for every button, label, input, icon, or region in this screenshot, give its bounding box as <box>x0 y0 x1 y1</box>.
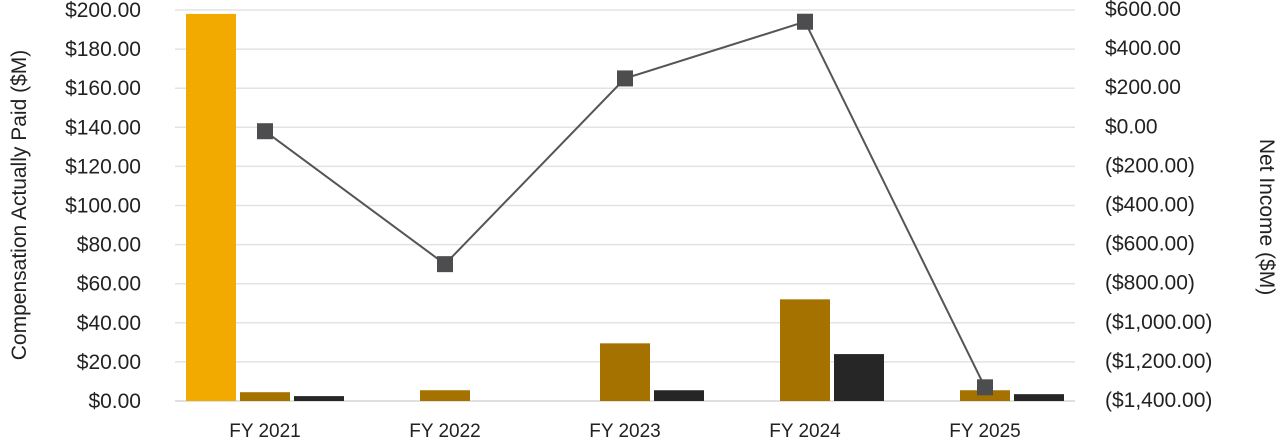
right-tick-label: $200.00 <box>1105 76 1181 99</box>
right-tick-label: ($1,000.00) <box>1105 311 1212 334</box>
left-axis-title: Compensation Actually Paid ($M) <box>8 50 31 360</box>
line-marker <box>977 379 993 396</box>
bar <box>780 299 830 401</box>
net-income-line <box>257 13 993 396</box>
right-tick-label: ($1,400.00) <box>1105 389 1212 412</box>
right-tick-label: ($1,200.00) <box>1105 350 1212 373</box>
left-tick-label: $120.00 <box>65 155 141 178</box>
left-tick-label: $200.00 <box>65 0 141 22</box>
x-tick-label: FY 2024 <box>769 421 841 440</box>
right-tick-label: ($400.00) <box>1105 194 1195 217</box>
right-axis-title: Net Income ($M) <box>1255 139 1278 295</box>
line-marker <box>617 70 633 87</box>
left-tick-label: $60.00 <box>77 273 141 296</box>
bar <box>186 13 236 401</box>
x-tick-label: FY 2021 <box>229 421 300 440</box>
right-tick-label: $400.00 <box>1105 37 1181 60</box>
bar <box>600 343 650 401</box>
right-tick-label: ($600.00) <box>1105 233 1195 256</box>
bar <box>240 392 290 401</box>
bars <box>186 13 1064 401</box>
x-axis-ticks: FY 2021 FY 2022 FY 2023 FY 2024 FY 2025 <box>229 421 1020 440</box>
left-tick-label: $140.00 <box>65 116 141 139</box>
left-tick-label: $0.00 <box>88 390 141 413</box>
left-tick-label: $100.00 <box>65 195 141 218</box>
left-axis-ticks: $0.00 $20.00 $40.00 $60.00 $80.00 $100.00 $120… <box>65 0 141 413</box>
bar <box>294 396 344 401</box>
right-tick-label: $0.00 <box>1105 115 1158 138</box>
x-tick-label: FY 2022 <box>409 421 480 440</box>
bar <box>960 390 1010 401</box>
line-marker <box>437 256 453 273</box>
left-tick-label: $80.00 <box>77 234 141 257</box>
line-marker <box>257 123 273 140</box>
gridlines <box>175 9 1075 402</box>
left-tick-label: $160.00 <box>65 77 141 100</box>
right-tick-label: ($800.00) <box>1105 272 1195 295</box>
bar <box>1014 394 1064 401</box>
bar <box>834 354 884 401</box>
left-tick-label: $180.00 <box>65 38 141 61</box>
right-axis-ticks: ($1,400.00) ($1,200.00) ($1,000.00) ($800.0… <box>1105 0 1212 412</box>
right-tick-label: ($200.00) <box>1105 154 1195 177</box>
bar <box>654 390 704 401</box>
left-tick-label: $40.00 <box>77 312 141 335</box>
x-tick-label: FY 2025 <box>949 421 1020 440</box>
right-tick-label: $600.00 <box>1105 0 1181 21</box>
line-marker <box>797 13 813 30</box>
bar <box>420 390 470 401</box>
x-tick-label: FY 2023 <box>589 421 660 440</box>
left-tick-label: $20.00 <box>77 351 141 374</box>
